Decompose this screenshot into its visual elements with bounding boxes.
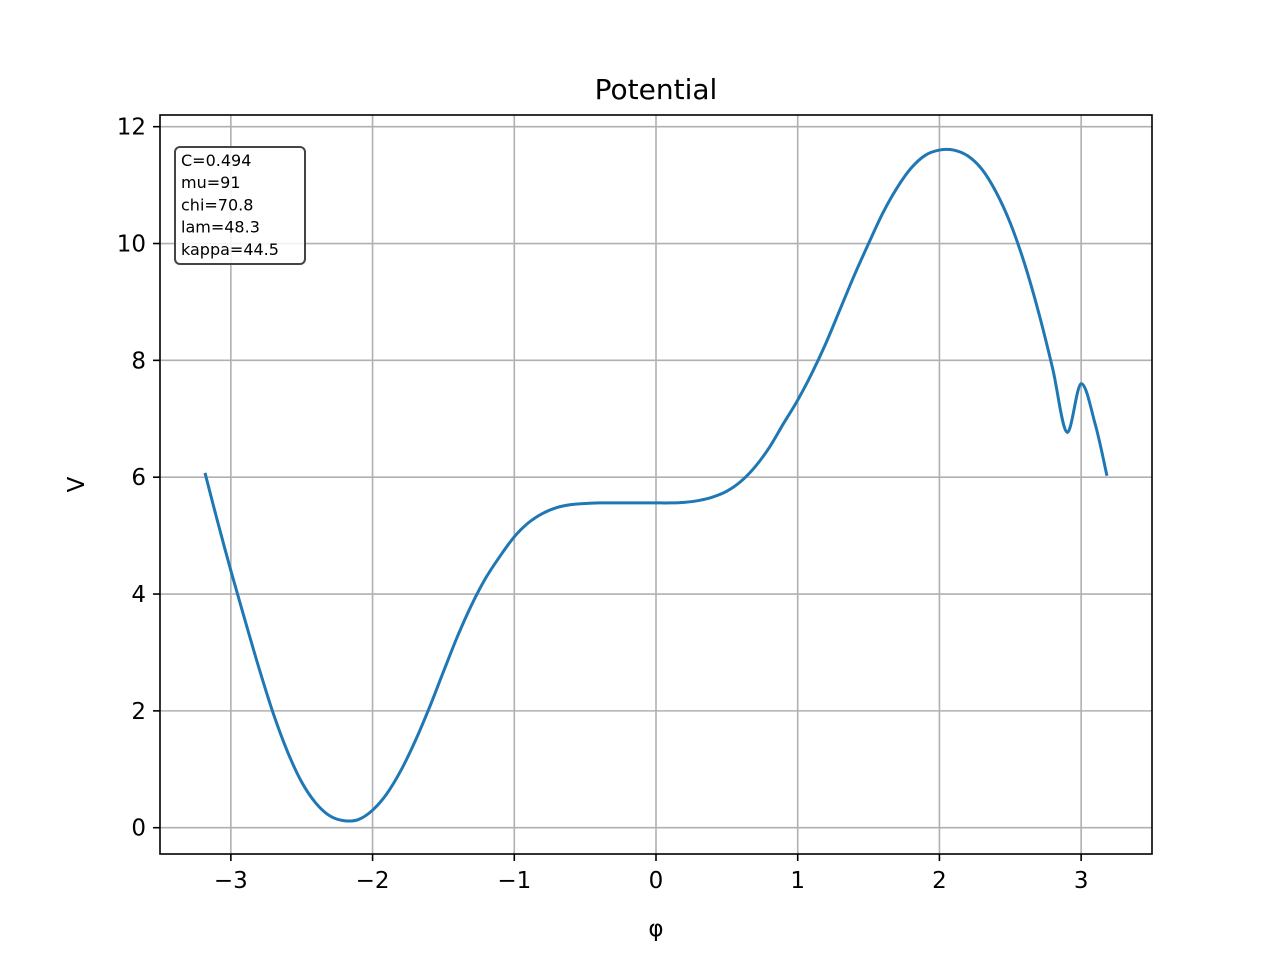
annotation-line: mu=91: [181, 173, 241, 192]
annotation-lines: C=0.494 mu=91 chi=70.8 lam=48.3 kappa=44.5: [181, 151, 279, 259]
x-tick-label: 0: [649, 868, 664, 894]
y-tick-label: 0: [131, 816, 146, 842]
y-tick-label: 2: [131, 699, 146, 725]
series-line: [203, 147, 1109, 823]
x-tick-label: −1: [497, 868, 531, 894]
x-axis-label: φ: [648, 916, 663, 942]
annotation-line: kappa=44.5: [181, 240, 279, 259]
y-tick-label: 6: [131, 465, 146, 491]
series-layer: [203, 147, 1109, 823]
annotation-box-frame: [174, 146, 306, 265]
y-tick-label: 12: [117, 115, 146, 141]
x-tick-label: 1: [790, 868, 805, 894]
grid-lines: [160, 115, 1152, 854]
annotation-line: lam=48.3: [181, 218, 260, 237]
x-tick-label: 2: [932, 868, 947, 894]
y-tick-label: 8: [131, 348, 146, 374]
x-tick-label: −3: [214, 868, 248, 894]
y-tick-label: 4: [131, 582, 146, 608]
chart-title: Potential: [595, 73, 718, 106]
x-tick-label: 3: [1074, 868, 1089, 894]
x-tick-label: −2: [356, 868, 390, 894]
annotation-line: C=0.494: [181, 151, 251, 170]
parameter-annotation-box: C=0.494 mu=91 chi=70.8 lam=48.3 kappa=44.5: [174, 146, 306, 265]
y-axis-label: V: [64, 476, 90, 492]
annotation-line: chi=70.8: [181, 195, 253, 214]
y-tick-label: 10: [117, 232, 146, 258]
